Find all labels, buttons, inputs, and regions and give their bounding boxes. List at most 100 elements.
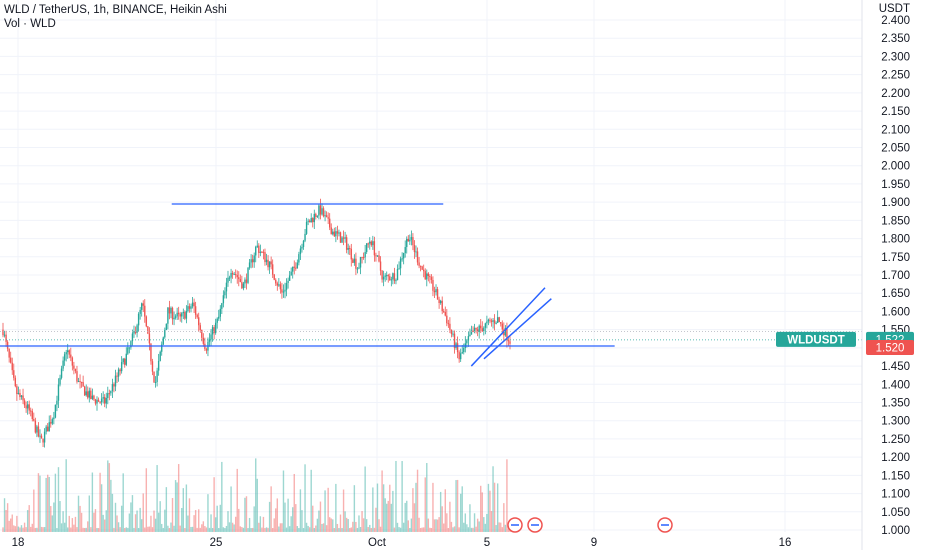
volume-bar (142, 493, 144, 532)
volume-bar (464, 513, 467, 532)
drawings[interactable] (0, 203, 862, 533)
candle-body (202, 337, 205, 344)
candle-body (321, 208, 323, 215)
candle-body (293, 266, 295, 268)
volume-bar (407, 520, 409, 532)
candle-body (137, 313, 140, 326)
candle-body (67, 350, 69, 353)
candle-body (406, 238, 408, 248)
volume-bar (134, 514, 137, 532)
candle-body (113, 384, 115, 387)
candle-body (359, 257, 362, 268)
candle-body (433, 290, 436, 293)
y-tick-label: 1.050 (881, 507, 910, 519)
y-tick-label: 1.600 (881, 306, 910, 318)
volume-bar (406, 500, 408, 532)
candle-body (435, 289, 437, 293)
volume-bar (93, 512, 95, 532)
candle-body (509, 341, 511, 344)
volume-bar (265, 527, 268, 532)
candle-body (62, 360, 64, 369)
volume-bar (221, 461, 223, 532)
volume-bar (14, 526, 17, 532)
volume-bar (258, 522, 260, 532)
volume-bar (267, 527, 269, 532)
volume-bar (210, 514, 212, 532)
candle-body (63, 354, 66, 361)
volume-bar (262, 516, 265, 532)
volume-bar (177, 464, 180, 532)
volume-bar (489, 490, 491, 532)
volume-bar (284, 502, 286, 532)
volume-bar (321, 523, 323, 532)
volume-bar (228, 522, 231, 532)
candle-body (222, 295, 225, 304)
volume-bar (292, 507, 294, 532)
volume-bar (233, 524, 235, 532)
candle-body (156, 370, 158, 382)
candles[interactable] (2, 198, 511, 448)
volume-bar (364, 466, 366, 532)
volume-bar (36, 527, 38, 532)
candle-body (238, 277, 240, 280)
currency-label: USDT (879, 3, 910, 15)
volume-bar (234, 516, 237, 532)
volume-bar (85, 527, 87, 532)
volume-bar (396, 522, 399, 532)
volume-bar (108, 463, 111, 532)
price-axis[interactable]: 2.400 2.350 2.300 2.250 2.200 2.150 2.100 2.050… (776, 0, 914, 550)
candle-body (42, 438, 44, 443)
volume-bar (328, 517, 331, 532)
y-tick-label: 1.000 (881, 525, 910, 537)
volume-bar (443, 523, 445, 532)
volume-bar (74, 516, 77, 532)
volume-bar (151, 527, 154, 532)
candle-body (356, 268, 359, 270)
volume-bar (318, 510, 320, 532)
candle-body (37, 426, 40, 437)
volume-bar (10, 518, 12, 532)
volume-bar (276, 498, 279, 532)
volume-bar (77, 495, 80, 532)
candle-body (480, 325, 482, 329)
volume-bar (82, 527, 84, 532)
volume-bar (402, 522, 405, 532)
volume-bar (6, 503, 9, 532)
candle-body (60, 368, 63, 378)
candle-body (234, 274, 237, 276)
candle-body (239, 279, 242, 282)
time-axis[interactable]: 18 25 Oct 5 9 16 (12, 537, 792, 549)
candle-body (114, 375, 117, 387)
volume-bar (191, 526, 194, 532)
candle-body (315, 213, 317, 217)
candle-body (282, 291, 285, 293)
candle-body (301, 246, 303, 249)
candle-body (342, 237, 345, 239)
candle-body (148, 333, 151, 344)
candle-body (367, 243, 369, 245)
candle-body (325, 215, 328, 218)
volume-bar (62, 511, 64, 532)
candle-body (105, 398, 107, 404)
volume-bar (475, 526, 477, 532)
volume-bar (352, 521, 354, 532)
volume-bar (70, 527, 72, 532)
volume-bar (412, 488, 414, 532)
candle-body (470, 330, 473, 335)
candle-body (39, 435, 41, 437)
candle-body (71, 357, 74, 366)
candle-body (174, 316, 177, 318)
candle-body (162, 337, 164, 345)
candle-body (93, 395, 95, 400)
candle-body (28, 404, 30, 411)
volume-bar (162, 527, 164, 532)
volume-bar (341, 527, 343, 532)
bid-price-tag (866, 340, 914, 356)
volume-bar (381, 470, 383, 532)
volume-bar (463, 522, 465, 532)
candle-body (299, 248, 302, 255)
volume-bar (80, 512, 83, 532)
candle-body (247, 267, 249, 283)
candle-body (436, 289, 439, 300)
